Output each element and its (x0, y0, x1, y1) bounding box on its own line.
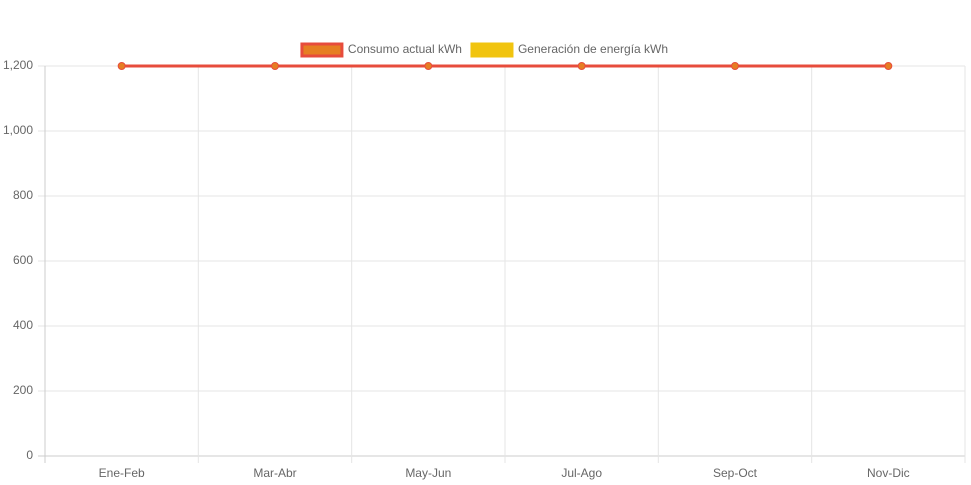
legend-label: Consumo actual kWh (348, 42, 462, 56)
x-tick-label: Ene-Feb (99, 466, 145, 480)
legend-label: Generación de energía kWh (518, 42, 668, 56)
data-point (424, 62, 433, 70)
x-tick-label: Jul-Ago (561, 466, 602, 480)
y-tick-label: 200 (13, 383, 33, 397)
x-tick-label: May-Jun (405, 466, 451, 480)
legend-swatch (470, 42, 514, 58)
data-point (884, 62, 893, 70)
y-tick-label: 0 (26, 448, 33, 462)
x-tick-label: Sep-Oct (713, 466, 758, 480)
legend-swatch (300, 42, 344, 58)
y-tick-label: 1,200 (3, 58, 33, 72)
data-point (577, 62, 586, 70)
x-tick-label: Mar-Abr (253, 466, 296, 480)
y-tick-label: 400 (13, 318, 33, 332)
data-point (731, 62, 739, 70)
data-point (271, 62, 279, 70)
y-tick-label: 600 (13, 253, 33, 267)
y-tick-label: 1,000 (3, 123, 33, 137)
y-tick-label: 800 (13, 188, 33, 202)
data-point (117, 62, 126, 70)
x-tick-label: Nov-Dic (867, 466, 910, 480)
